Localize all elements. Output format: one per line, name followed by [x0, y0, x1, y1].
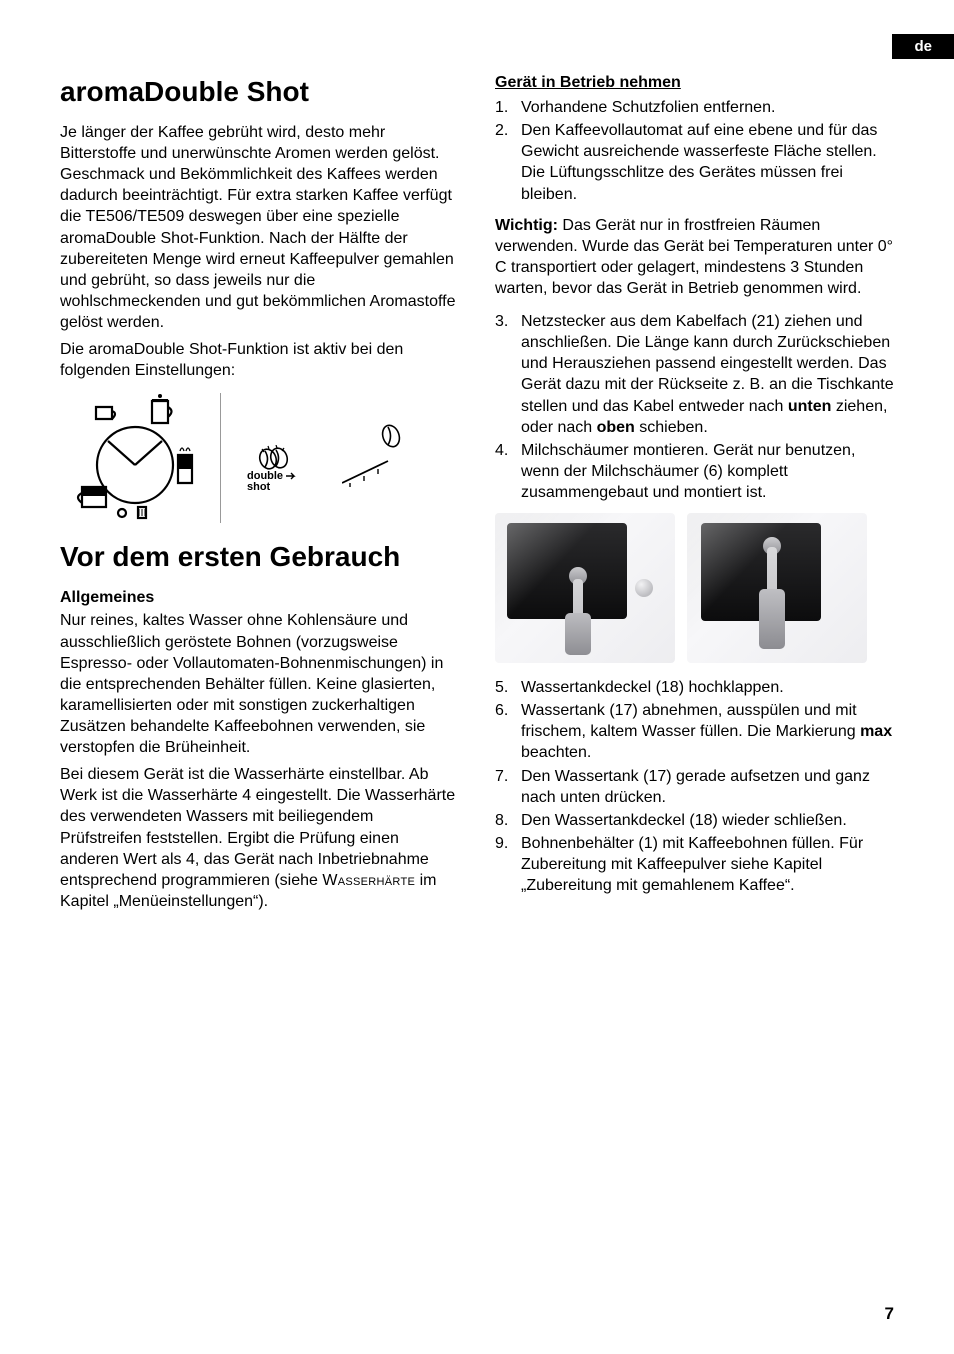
arrow-icon	[286, 472, 298, 480]
para-aroma-settings: Die aromaDouble Shot-Funktion ist aktiv …	[60, 339, 459, 381]
bean-single-icon	[380, 423, 402, 449]
page-number: 7	[885, 1304, 894, 1324]
left-column: aromaDouble Shot Je länger der Kaffee ge…	[60, 70, 459, 918]
list-item: 7.Den Wassertank (17) gerade aufsetzen u…	[495, 766, 894, 808]
list-item: 4.Milchschäumer montieren. Gerät nur ben…	[495, 440, 894, 503]
scale-line-icon	[342, 457, 402, 487]
list-item: 5.Wassertankdeckel (18) hochklappen.	[495, 677, 894, 698]
para-aroma-desc: Je länger der Kaffee gebrüht wird, desto…	[60, 122, 459, 333]
strength-diagram: double shot	[231, 423, 402, 493]
photo-row	[495, 513, 894, 663]
product-photo-attached	[495, 513, 675, 663]
dial-icon	[60, 393, 210, 523]
list-item: 1.Vorhandene Schutzfolien entfernen.	[495, 97, 894, 118]
list-item: 3. Netzstecker aus dem Kabelfach (21) zi…	[495, 311, 894, 438]
steps-list-a: 1.Vorhandene Schutzfolien entfernen. 2.D…	[495, 97, 894, 205]
steps-list-c: 5.Wassertankdeckel (18) hochklappen. 6. …	[495, 677, 894, 896]
subhead-inbetrieb: Gerät in Betrieb nehmen	[495, 72, 894, 93]
two-column-layout: aromaDouble Shot Je länger der Kaffee ge…	[60, 70, 894, 918]
list-item: 2.Den Kaffeevollautomat auf eine ebene u…	[495, 120, 894, 204]
steps-list-b: 3. Netzstecker aus dem Kabelfach (21) zi…	[495, 311, 894, 503]
language-tab: de	[892, 34, 954, 59]
para-general-b: Bei diesem Gerät ist die Wasserhärte ein…	[60, 764, 459, 912]
list-item: 6. Wassertank (17) abnehmen, ausspülen u…	[495, 700, 894, 763]
wichtig-label: Wichtig:	[495, 217, 558, 234]
bean-double-icon	[256, 445, 290, 471]
wasserhaerte-smallcaps: Wasserhärte	[322, 872, 415, 889]
para-general-a: Nur reines, kaltes Wasser ohne Kohlen­sä…	[60, 610, 459, 758]
settings-diagram: double shot	[60, 393, 459, 523]
list-item: 9.Bohnenbehälter (1) mit Kaffeebohnen fü…	[495, 833, 894, 896]
diagram-divider	[220, 393, 221, 523]
doubleshot-label-b: shot	[247, 481, 270, 493]
product-photo-detached	[687, 513, 867, 663]
heading-aroma: aromaDouble Shot	[60, 76, 459, 108]
right-column: Gerät in Betrieb nehmen 1.Vorhandene Sch…	[495, 70, 894, 918]
para-wichtig: Wichtig: Das Gerät nur in frostfreien Rä…	[495, 215, 894, 299]
subhead-allgemeines: Allgemeines	[60, 587, 459, 608]
heading-first-use: Vor dem ersten Gebrauch	[60, 541, 459, 573]
list-item: 8.Den Wassertankdeckel (18) wieder schli…	[495, 810, 894, 831]
